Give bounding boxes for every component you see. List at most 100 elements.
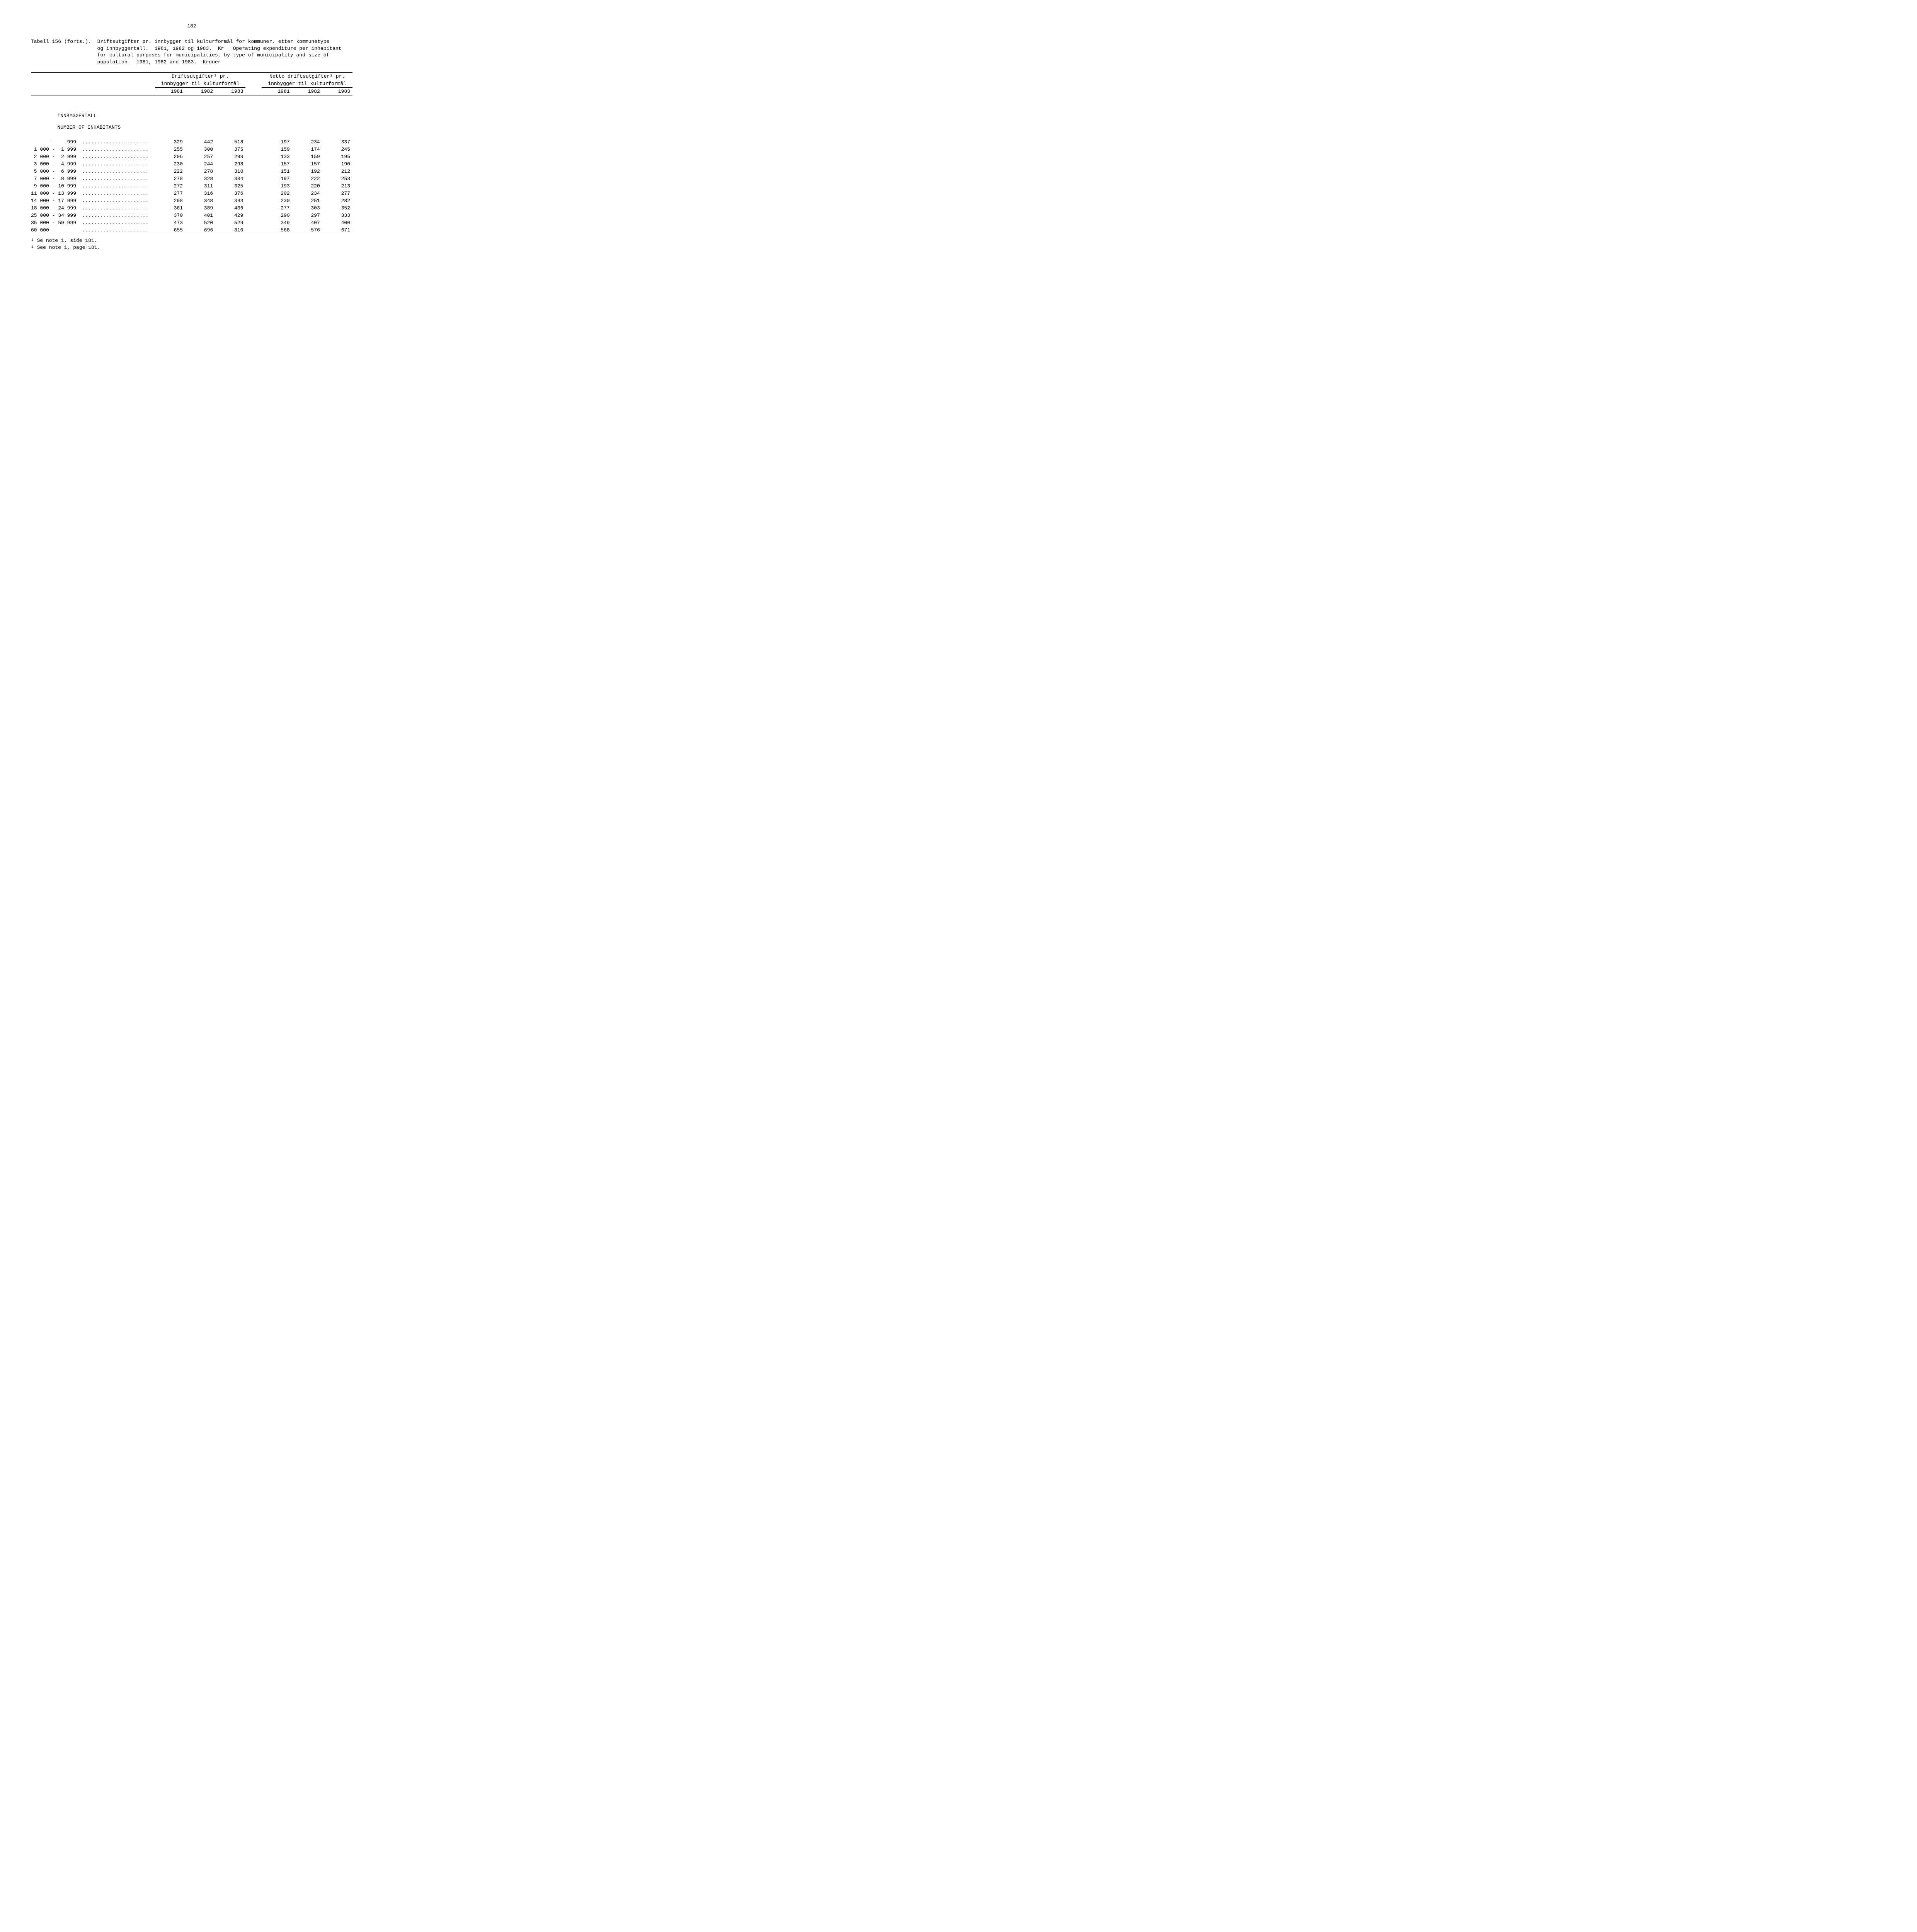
- table-row: - 999 ......................329442518 197…: [31, 138, 352, 146]
- cell: 159: [292, 153, 322, 160]
- cell: 520: [185, 219, 215, 226]
- cell: 212: [322, 168, 352, 175]
- table-row: 14 000 - 17 999 ......................29…: [31, 197, 352, 204]
- row-label: 3 000 - 4 999 ......................: [31, 160, 155, 168]
- row-label: 5 000 - 6 999 ......................: [31, 168, 155, 175]
- row-label: - 999 ......................: [31, 138, 155, 146]
- table-number-label: Tabell 156 (forts.).: [31, 38, 97, 65]
- cell: 376: [215, 190, 245, 197]
- row-label: 2 000 - 2 999 ......................: [31, 153, 155, 160]
- cell: 151: [262, 168, 292, 175]
- cell: 696: [185, 226, 215, 234]
- page-number: 182: [31, 23, 352, 29]
- cell: 278: [185, 168, 215, 175]
- cell: 222: [155, 168, 185, 175]
- table-row: 1 000 - 1 999 ......................2553…: [31, 146, 352, 153]
- col-group-2-line1: Netto driftsutgifter¹ pr.: [262, 73, 352, 80]
- cell: 300: [185, 146, 215, 153]
- cell: 529: [215, 219, 245, 226]
- cell: 352: [322, 204, 352, 212]
- cell: 195: [322, 153, 352, 160]
- cell: 197: [262, 175, 292, 182]
- col-group-1-line1: Driftsutgifter¹ pr.: [155, 73, 246, 80]
- cell: 282: [322, 197, 352, 204]
- cell: 316: [185, 190, 215, 197]
- cell: 157: [262, 160, 292, 168]
- row-label: 60 000 - ......................: [31, 226, 155, 234]
- cell: 298: [215, 153, 245, 160]
- cell: 337: [322, 138, 352, 146]
- cell: 278: [155, 175, 185, 182]
- cell: 401: [185, 212, 215, 219]
- cell: 298: [215, 160, 245, 168]
- cell: 429: [215, 212, 245, 219]
- table-row: 35 000 - 59 999 ......................47…: [31, 219, 352, 226]
- row-label: 25 000 - 34 999 ......................: [31, 212, 155, 219]
- cell: 655: [155, 226, 185, 234]
- year-col: 1983: [215, 88, 245, 95]
- cell: 234: [292, 138, 322, 146]
- cell: 576: [292, 226, 322, 234]
- cell: 518: [215, 138, 245, 146]
- cell: 202: [262, 190, 292, 197]
- cell: 277: [262, 204, 292, 212]
- cell: 277: [322, 190, 352, 197]
- col-group-2-line2: innbygger til kulturformål: [262, 80, 352, 88]
- table-row: 25 000 - 34 999 ......................37…: [31, 212, 352, 219]
- cell: 192: [292, 168, 322, 175]
- cell: 197: [262, 138, 292, 146]
- cell: 245: [322, 146, 352, 153]
- cell: 174: [292, 146, 322, 153]
- cell: 311: [185, 182, 215, 190]
- cell: 333: [322, 212, 352, 219]
- cell: 298: [155, 197, 185, 204]
- cell: 257: [185, 153, 215, 160]
- row-label: 9 000 - 10 999 ......................: [31, 182, 155, 190]
- cell: 297: [292, 212, 322, 219]
- cell: 400: [322, 219, 352, 226]
- cell: 272: [155, 182, 185, 190]
- row-label: 1 000 - 1 999 ......................: [31, 146, 155, 153]
- table-row: 3 000 - 4 999 ......................2302…: [31, 160, 352, 168]
- cell: 671: [322, 226, 352, 234]
- cell: 349: [262, 219, 292, 226]
- table-row: 7 000 - 8 999 ......................2783…: [31, 175, 352, 182]
- table-title-text: Driftsutgifter pr. innbygger til kulturf…: [97, 38, 342, 65]
- table-row: 5 000 - 6 999 ......................2222…: [31, 168, 352, 175]
- cell: 442: [185, 138, 215, 146]
- row-label: 18 000 - 24 999 ......................: [31, 204, 155, 212]
- row-label: 35 000 - 59 999 ......................: [31, 219, 155, 226]
- cell: 244: [185, 160, 215, 168]
- cell: 222: [292, 175, 322, 182]
- row-label: 7 000 - 8 999 ......................: [31, 175, 155, 182]
- table-caption: Tabell 156 (forts.). Driftsutgifter pr. …: [31, 38, 352, 65]
- cell: 473: [155, 219, 185, 226]
- cell: 568: [262, 226, 292, 234]
- cell: 255: [155, 146, 185, 153]
- cell: 213: [322, 182, 352, 190]
- cell: 375: [215, 146, 245, 153]
- footnote-line: ¹ See note 1, page 181.: [31, 244, 352, 251]
- cell: 193: [262, 182, 292, 190]
- cell: 370: [155, 212, 185, 219]
- cell: 157: [292, 160, 322, 168]
- cell: 328: [185, 175, 215, 182]
- col-group-1-line2: innbygger til kulturformål: [155, 80, 246, 88]
- cell: 407: [292, 219, 322, 226]
- cell: 190: [322, 160, 352, 168]
- footnote-line: ¹ Se note 1, side 181.: [31, 237, 352, 244]
- cell: 133: [262, 153, 292, 160]
- year-col: 1982: [292, 88, 322, 95]
- cell: 253: [322, 175, 352, 182]
- cell: 436: [215, 204, 245, 212]
- cell: 303: [292, 204, 322, 212]
- cell: 384: [215, 175, 245, 182]
- cell: 234: [292, 190, 322, 197]
- cell: 251: [292, 197, 322, 204]
- cell: 325: [215, 182, 245, 190]
- cell: 329: [155, 138, 185, 146]
- cell: 206: [155, 153, 185, 160]
- section-heading: INNBYGGERTALL NUMBER OF INHABITANTS: [31, 95, 352, 139]
- cell: 159: [262, 146, 292, 153]
- table-row: 18 000 - 24 999 ......................36…: [31, 204, 352, 212]
